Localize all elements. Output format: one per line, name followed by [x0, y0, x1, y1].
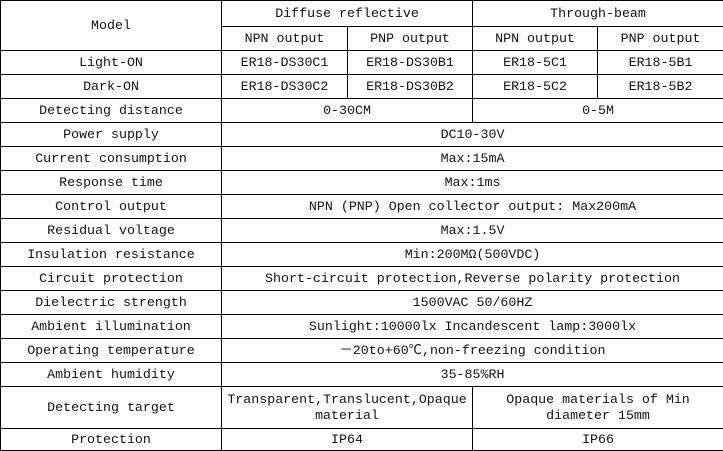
- cell: ER18-5C2: [473, 75, 598, 99]
- cell: 0-30CM: [222, 99, 473, 123]
- cell: －20to+60℃,non-freezing condition: [222, 339, 723, 363]
- cell: ER18-5C1: [473, 51, 598, 75]
- pnp-header: PNP output: [348, 27, 473, 51]
- cell: 0-5M: [473, 99, 723, 123]
- row-label: Light-ON: [1, 51, 222, 75]
- row-label: Residual voltage: [1, 219, 222, 243]
- cell: 35-85%RH: [222, 363, 723, 387]
- cell: ER18-5B2: [598, 75, 723, 99]
- cell: IP64: [222, 429, 473, 451]
- pnp-header: PNP output: [598, 27, 723, 51]
- row-label: Dark-ON: [1, 75, 222, 99]
- cell: Max:1.5V: [222, 219, 723, 243]
- through-header: Through-beam: [473, 1, 723, 27]
- cell: Min:200MΩ(500VDC): [222, 243, 723, 267]
- row-label: Insulation resistance: [1, 243, 222, 267]
- table-row: Operating temperature－20to+60℃,non-freez…: [1, 339, 723, 363]
- cell: NPN (PNP) Open collector output: Max200m…: [222, 195, 723, 219]
- row-label: Protection: [1, 429, 222, 451]
- row-label: Detecting distance: [1, 99, 222, 123]
- cell: ER18-DS30C1: [222, 51, 348, 75]
- row-label: Response time: [1, 171, 222, 195]
- npn-header: NPN output: [222, 27, 348, 51]
- cell: Transparent,Translucent,Opaque material: [222, 387, 473, 429]
- row-label: Circuit protection: [1, 267, 222, 291]
- model-header: Model: [1, 1, 222, 51]
- cell: ER18-5B1: [598, 51, 723, 75]
- cell: Opaque materials of Min diameter 15mm: [473, 387, 723, 429]
- cell: 1500VAC 50/60HZ: [222, 291, 723, 315]
- table-row: Detecting target Transparent,Translucent…: [1, 387, 723, 429]
- row-label: Ambient humidity: [1, 363, 222, 387]
- cell: IP66: [473, 429, 723, 451]
- table-row: Protection IP64 IP66: [1, 429, 723, 451]
- cell: Max:1ms: [222, 171, 723, 195]
- cell: Max:15mA: [222, 147, 723, 171]
- row-label: Current consumption: [1, 147, 222, 171]
- npn-header: NPN output: [473, 27, 598, 51]
- row-label: Power supply: [1, 123, 222, 147]
- cell: ER18-DS30C2: [222, 75, 348, 99]
- diffuse-header: Diffuse reflective: [222, 1, 473, 27]
- row-label: Dielectric strength: [1, 291, 222, 315]
- cell: Short-circuit protection,Reverse polarit…: [222, 267, 723, 291]
- table-row: Detecting distance 0-30CM 0-5M: [1, 99, 723, 123]
- header-row: Model Diffuse reflective Through-beam: [1, 1, 723, 27]
- row-label: Detecting target: [1, 387, 222, 429]
- cell: DC10-30V: [222, 123, 723, 147]
- row-label: Control output: [1, 195, 222, 219]
- table-row: Dark-ON ER18-DS30C2 ER18-DS30B2 ER18-5C2…: [1, 75, 723, 99]
- cell: ER18-DS30B2: [348, 75, 473, 99]
- row-label: Operating temperature: [1, 339, 222, 363]
- table-row: Light-ON ER18-DS30C1 ER18-DS30B1 ER18-5C…: [1, 51, 723, 75]
- cell: Sunlight:10000lx Incandescent lamp:3000l…: [222, 315, 723, 339]
- cell: ER18-DS30B1: [348, 51, 473, 75]
- row-label: Ambient illumination: [1, 315, 222, 339]
